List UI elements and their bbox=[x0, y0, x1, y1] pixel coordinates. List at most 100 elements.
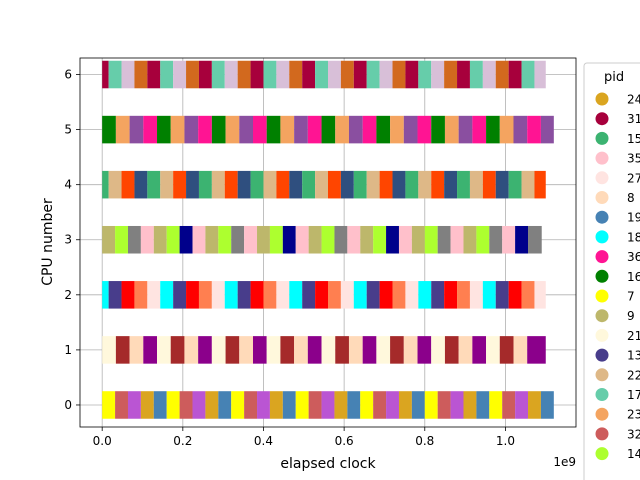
legend-label: 27 bbox=[627, 171, 640, 185]
cpu-5-segment bbox=[403, 115, 418, 144]
cpu-0-segment bbox=[502, 391, 516, 419]
cpu-3-segment bbox=[515, 225, 529, 254]
cpu-6-segment bbox=[160, 60, 174, 89]
cpu-5-segment bbox=[143, 115, 158, 144]
x-axis-label: elapsed clock bbox=[280, 456, 376, 472]
legend-marker bbox=[595, 92, 609, 106]
cpu-5-segment bbox=[486, 115, 500, 144]
cpu-6-segment bbox=[289, 60, 303, 89]
cpu-1-segment bbox=[157, 336, 171, 364]
x-tick-label: 0.0 bbox=[93, 434, 112, 448]
cpu-4-segment bbox=[418, 170, 432, 199]
cpu-6-segment bbox=[263, 60, 277, 89]
legend-marker bbox=[595, 171, 609, 185]
cpu-4-segment bbox=[237, 170, 251, 199]
cpu-3-segment bbox=[424, 225, 438, 254]
cpu-1-segment bbox=[499, 336, 514, 364]
cpu-3-segment bbox=[231, 225, 245, 254]
cpu-6-segment bbox=[444, 60, 458, 89]
cpu-2-segment bbox=[495, 281, 509, 309]
cpu-1-segment bbox=[417, 336, 432, 364]
cpu-3-segment bbox=[295, 225, 309, 254]
cpu-1-segment bbox=[486, 336, 500, 364]
cpu-0-segment bbox=[269, 391, 283, 419]
cpu-1-segment bbox=[348, 336, 363, 364]
legend-marker bbox=[595, 407, 609, 421]
cpu-3-segment bbox=[115, 225, 128, 254]
cpu-5-segment bbox=[115, 115, 130, 144]
cpu-1-segment bbox=[143, 336, 158, 364]
cpu-5-segment bbox=[211, 115, 226, 144]
cpu-3-segment bbox=[411, 225, 425, 254]
legend-label: 13 bbox=[627, 349, 640, 363]
cpu-3-segment bbox=[463, 225, 477, 254]
cpu-5-segment bbox=[417, 115, 432, 144]
cpu-0-segment bbox=[398, 391, 412, 419]
cpu-4-segment bbox=[469, 170, 483, 199]
cpu-4-segment bbox=[405, 170, 419, 199]
cpu-3-segment bbox=[373, 225, 387, 254]
cpu-bars bbox=[102, 60, 554, 419]
legend: pid 24 31 15 35 27 8 19 18 36 16 7 9 21 13 22 17 23 32 14 bbox=[583, 62, 640, 480]
legend-label: 14 bbox=[627, 447, 640, 461]
y-tick-label: 6 bbox=[64, 68, 72, 82]
cpu-2-segment bbox=[160, 281, 174, 309]
legend-marker bbox=[595, 427, 609, 441]
cpu-2-segment bbox=[328, 281, 341, 309]
cpu-4-segment bbox=[186, 170, 199, 199]
legend-marker bbox=[595, 309, 609, 323]
legend-label: 8 bbox=[627, 191, 635, 205]
cpu-3-segment bbox=[528, 225, 542, 254]
cpu-4-segment bbox=[147, 170, 161, 199]
cpu-6-segment bbox=[379, 60, 393, 89]
cpu-5-segment bbox=[376, 115, 391, 144]
cpu-2-segment bbox=[366, 281, 380, 309]
cpu-6-segment bbox=[315, 60, 328, 89]
cpu-0-segment bbox=[347, 391, 361, 419]
cpu-0-segment bbox=[515, 391, 529, 419]
cpu-6-segment bbox=[508, 60, 522, 89]
cpu-1-segment bbox=[280, 336, 295, 364]
cpu-6-segment bbox=[237, 60, 251, 89]
cpu-4-segment bbox=[431, 170, 445, 199]
cpu-0-segment bbox=[308, 391, 322, 419]
y-axis-label: CPU number bbox=[40, 198, 56, 286]
cpu-3-segment bbox=[360, 225, 374, 254]
cpu-1-segment bbox=[307, 336, 322, 364]
cpu-6-segment bbox=[431, 60, 445, 89]
cpu-2-segment bbox=[469, 281, 483, 309]
cpu-5-segment bbox=[527, 115, 541, 144]
cpu-4-segment bbox=[534, 170, 546, 199]
cpu-2-segment bbox=[102, 281, 109, 309]
x-tick-label: 0.6 bbox=[335, 434, 354, 448]
x-axis-offset-text: 1e9 bbox=[553, 455, 576, 469]
cpu-5-segment bbox=[472, 115, 487, 144]
cpu-6-segment bbox=[147, 60, 161, 89]
cpu-6-segment bbox=[353, 60, 367, 89]
cpu-5-segment bbox=[184, 115, 199, 144]
legend-marker bbox=[595, 269, 609, 283]
cpu-0-segment bbox=[373, 391, 387, 419]
cpu-1-segment bbox=[239, 336, 253, 364]
cpu-6-segment bbox=[521, 60, 535, 89]
legend-marker bbox=[595, 230, 609, 244]
cpu-2-segment bbox=[147, 281, 161, 309]
cpu-4-segment bbox=[340, 170, 354, 199]
cpu-2-segment bbox=[340, 281, 354, 309]
cpu-1-segment bbox=[225, 336, 240, 364]
cpu-4-segment bbox=[315, 170, 328, 199]
cpu-1-segment bbox=[458, 336, 473, 364]
cpu-4-segment bbox=[250, 170, 264, 199]
cpu-0-segment bbox=[489, 391, 503, 419]
cpu-6-segment bbox=[224, 60, 238, 89]
cpu-4-segment bbox=[366, 170, 380, 199]
cpu-0-segment bbox=[218, 391, 232, 419]
cpu-6-segment bbox=[134, 60, 148, 89]
cpu-6-segment bbox=[457, 60, 470, 89]
cpu-4-segment bbox=[521, 170, 535, 199]
cpu-1-segment bbox=[335, 336, 349, 364]
cpu-0-segment bbox=[411, 391, 425, 419]
cpu-4-segment bbox=[302, 170, 316, 199]
cpu-2-segment bbox=[198, 281, 212, 309]
cpu-1-segment bbox=[252, 336, 267, 364]
